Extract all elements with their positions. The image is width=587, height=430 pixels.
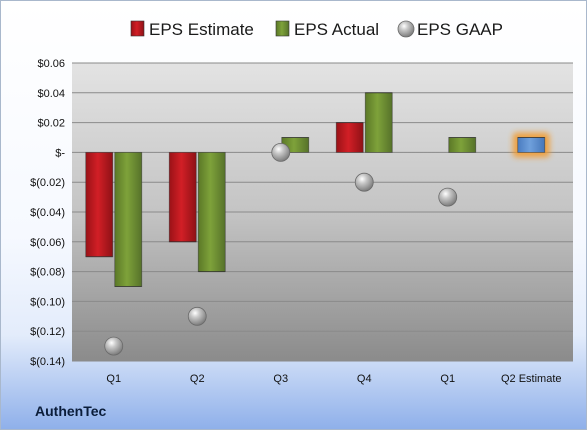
y-tick-label: $(0.02): [30, 177, 65, 189]
bar-eps-actual: [448, 137, 477, 153]
y-tick-label: $(0.08): [30, 267, 65, 279]
x-tick-label: Q3: [273, 373, 288, 385]
y-tick-label: $(0.06): [30, 237, 65, 249]
x-tick-label: Q1: [106, 373, 121, 385]
y-tick-label: $(0.12): [30, 326, 65, 338]
y-tick-label: $0.06: [37, 58, 65, 70]
point-eps-gaap: [354, 172, 374, 192]
bar-eps-actual: [114, 151, 143, 287]
y-tick-label: $0.02: [37, 118, 65, 130]
point-eps-gaap: [438, 187, 458, 207]
bar-eps-estimate: [517, 137, 546, 153]
bar-eps-estimate: [335, 122, 364, 153]
bar-eps-actual: [364, 92, 393, 153]
point-eps-gaap: [187, 306, 207, 326]
legend-label: EPS Estimate: [149, 20, 254, 39]
point-eps-gaap: [104, 336, 124, 356]
bar-eps-actual: [197, 151, 226, 272]
y-tick-label: $0.04: [37, 88, 65, 100]
x-tick-label: Q2 Estimate: [501, 373, 562, 385]
y-tick-label: $(0.10): [30, 296, 65, 308]
x-tick-label: Q2: [190, 373, 205, 385]
y-tick-label: $(0.14): [30, 356, 65, 368]
bar-eps-estimate: [85, 151, 114, 258]
legend-swatch: [397, 20, 415, 38]
legend-label: EPS GAAP: [417, 20, 503, 39]
x-tick-label: Q4: [357, 373, 372, 385]
bar-eps-estimate: [168, 151, 197, 243]
y-tick-label: $-: [55, 147, 65, 159]
legend-swatch: [130, 20, 145, 37]
legend-swatch: [275, 20, 290, 37]
point-eps-gaap: [271, 142, 291, 162]
legend-label: EPS Actual: [294, 20, 379, 39]
x-tick-label: Q1: [440, 373, 455, 385]
company-name: AuthenTec: [35, 403, 107, 419]
y-tick-label: $(0.04): [30, 207, 65, 219]
